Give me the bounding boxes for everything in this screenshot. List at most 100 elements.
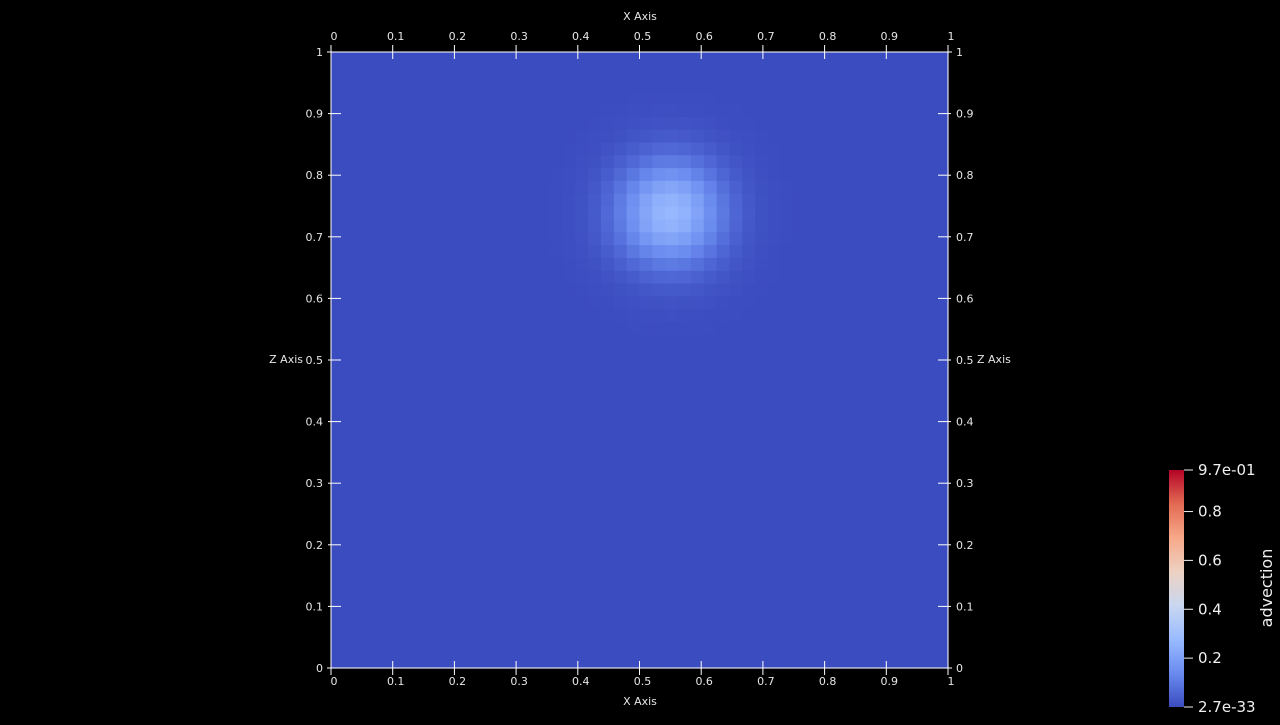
heatmap-cell: [600, 334, 615, 348]
z-tick-left-label: 0.6: [306, 292, 324, 305]
heatmap-cell: [562, 437, 576, 451]
heatmap-cell: [356, 360, 371, 374]
heatmap-cell: [870, 655, 885, 669]
heatmap-cell: [395, 334, 409, 348]
heatmap-cell: [716, 218, 731, 233]
heatmap-cell: [793, 360, 808, 374]
heatmap-cell: [652, 193, 666, 207]
heatmap-cell: [575, 64, 589, 79]
heatmap-cell: [485, 475, 499, 489]
heatmap-cell: [922, 231, 936, 246]
heatmap-cell: [780, 257, 795, 271]
heatmap-cell: [896, 77, 911, 92]
heatmap-cell: [858, 488, 872, 502]
heatmap-cell: [510, 539, 525, 554]
heatmap-cell: [408, 603, 422, 618]
heatmap-cell: [768, 603, 782, 618]
heatmap-cell: [498, 206, 512, 220]
heatmap-cell: [858, 437, 872, 451]
x-tick-top-label: 0.5: [634, 30, 652, 43]
heatmap-cell: [639, 385, 653, 400]
heatmap-cell: [652, 52, 666, 66]
heatmap-cell: [845, 270, 859, 284]
heatmap-cell: [369, 616, 384, 631]
heatmap-cell: [549, 591, 563, 605]
heatmap-cell: [549, 655, 563, 669]
heatmap-cell: [356, 295, 371, 310]
heatmap-cell: [922, 308, 936, 323]
x-tick-top-label: 0.9: [881, 30, 899, 43]
heatmap-cell: [780, 437, 795, 451]
heatmap-cell: [446, 424, 461, 438]
heatmap-cell: [883, 218, 898, 233]
heatmap-cell: [356, 129, 371, 143]
heatmap-cell: [446, 334, 461, 348]
heatmap-cell: [549, 193, 563, 207]
heatmap-cell: [433, 360, 448, 374]
heatmap-cell: [472, 398, 486, 412]
heatmap-cell: [678, 603, 692, 618]
heatmap-cell: [459, 193, 473, 207]
heatmap-cell: [395, 591, 409, 605]
heatmap-cell: [575, 642, 589, 656]
heatmap-cell: [523, 488, 538, 502]
heatmap-cell: [883, 244, 898, 258]
heatmap-cell: [690, 180, 705, 194]
heatmap-cell: [523, 501, 538, 515]
heatmap-cell: [575, 655, 589, 669]
heatmap-cell: [395, 64, 409, 79]
heatmap-cell: [768, 167, 782, 181]
heatmap-cell: [446, 283, 461, 297]
heatmap-cell: [742, 154, 756, 169]
heatmap-cell: [369, 308, 384, 323]
heatmap-cell: [845, 103, 859, 117]
heatmap-cell: [549, 103, 563, 117]
heatmap-cell: [369, 270, 384, 284]
heatmap-cell: [742, 270, 756, 284]
heatmap-cell: [806, 398, 821, 412]
heatmap-cell: [690, 539, 705, 554]
heatmap-cell: [870, 629, 885, 643]
heatmap-cell: [369, 629, 384, 643]
heatmap-cell: [523, 616, 538, 631]
heatmap-cell: [755, 501, 769, 515]
heatmap-cell: [883, 321, 898, 335]
heatmap-cell: [742, 385, 756, 400]
heatmap-cell: [562, 218, 576, 233]
heatmap-cell: [626, 629, 641, 643]
heatmap-cell: [600, 424, 615, 438]
heatmap-cell: [729, 283, 743, 297]
heatmap-cell: [768, 565, 782, 579]
heatmap-cell: [922, 77, 936, 92]
heatmap-cell: [935, 77, 949, 92]
heatmap-cell: [343, 193, 358, 207]
x-tick-bottom-label: 0.1: [387, 675, 405, 688]
heatmap-cell: [742, 206, 756, 220]
heatmap-cell: [588, 103, 602, 117]
heatmap-cell: [420, 206, 435, 220]
heatmap-cell: [690, 526, 705, 541]
heatmap-cell: [510, 398, 525, 412]
heatmap-cell: [858, 64, 872, 79]
heatmap-cell: [600, 578, 615, 592]
heatmap-cell: [562, 334, 576, 348]
heatmap-cell: [870, 244, 885, 258]
heatmap-cell: [395, 424, 409, 438]
heatmap-cell: [806, 141, 821, 156]
heatmap-cell: [832, 193, 846, 207]
heatmap-cell: [433, 193, 448, 207]
heatmap-cell: [678, 424, 692, 438]
heatmap-cell: [626, 552, 641, 566]
heatmap-cell: [806, 591, 821, 605]
colorbar-title: advection: [1257, 549, 1276, 628]
heatmap-cell: [780, 116, 795, 130]
heatmap-cell: [600, 501, 615, 515]
heatmap-cell: [485, 501, 499, 515]
heatmap-cell: [408, 398, 422, 412]
heatmap-cell: [883, 411, 898, 425]
heatmap-cell: [356, 283, 371, 297]
heatmap-cell: [433, 167, 448, 181]
heatmap-cell: [819, 141, 833, 156]
heatmap-cell: [485, 180, 499, 194]
